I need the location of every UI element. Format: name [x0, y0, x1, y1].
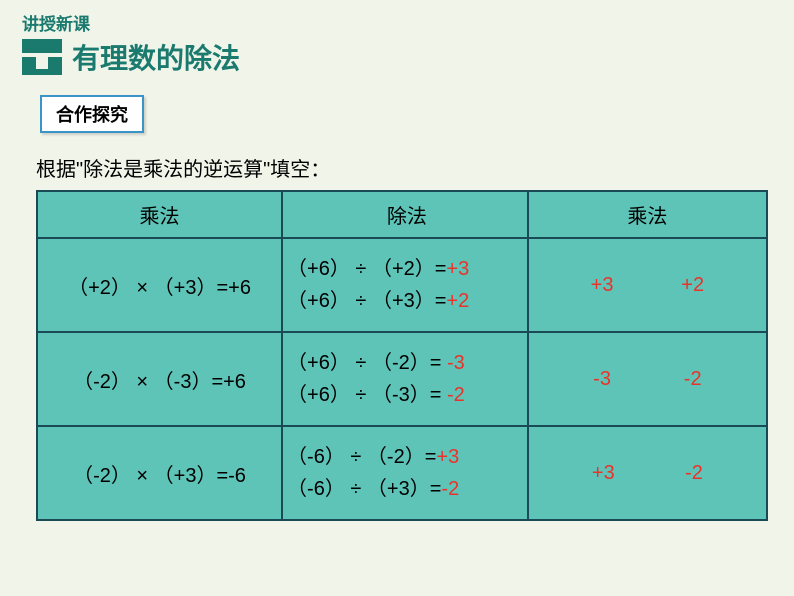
result-value: +3 — [592, 462, 615, 485]
lesson-label: 讲授新课 — [22, 10, 794, 35]
div-answer: +3 — [436, 446, 459, 468]
mult-cell: （+2） × （+3）=+6 — [37, 238, 282, 332]
div-answer: +2 — [446, 290, 469, 312]
div-answer: -2 — [447, 384, 465, 406]
div-answer: +3 — [446, 258, 469, 280]
table-row: （-2） × （-3）=+6 （+6） ÷ （-2）= -3 （+6） ÷ （-… — [37, 332, 767, 426]
div-expr: （+6） ÷ （-3）= — [287, 384, 447, 406]
header-mult1: 乘法 — [37, 191, 282, 238]
div-cell: （+6） ÷ （+2）=+3 （+6） ÷ （+3）=+2 — [282, 238, 528, 332]
result-cell: -3 -2 — [528, 332, 767, 426]
mult-cell: （-2） × （-3）=+6 — [37, 332, 282, 426]
result-cell: +3 -2 — [528, 426, 767, 520]
div-expr: （+6） ÷ （-2）= — [287, 352, 447, 374]
div-answer: -3 — [447, 352, 465, 374]
mult-cell: （-2） × （+3）=-6 — [37, 426, 282, 520]
div-answer: -2 — [441, 478, 459, 500]
sub-label: 合作探究 — [56, 105, 128, 125]
result-value: +2 — [681, 274, 704, 297]
div-cell: （-6） ÷ （-2）=+3 （-6） ÷ （+3）=-2 — [282, 426, 528, 520]
table-row: （-2） × （+3）=-6 （-6） ÷ （-2）=+3 （-6） ÷ （+3… — [37, 426, 767, 520]
header-mult2: 乘法 — [528, 191, 767, 238]
table-row: （+2） × （+3）=+6 （+6） ÷ （+2）=+3 （+6） ÷ （+3… — [37, 238, 767, 332]
div-expr: （-6） ÷ （-2）= — [287, 446, 436, 468]
main-title: 有理数的除法 — [72, 37, 240, 77]
header-div: 除法 — [282, 191, 528, 238]
div-expr: （-6） ÷ （+3）= — [287, 478, 441, 500]
result-value: -3 — [593, 368, 611, 391]
div-cell: （+6） ÷ （-2）= -3 （+6） ÷ （-3）= -2 — [282, 332, 528, 426]
result-cell: +3 +2 — [528, 238, 767, 332]
section-icon — [22, 39, 62, 75]
div-expr: （+6） ÷ （+3）= — [287, 290, 446, 312]
div-expr: （+6） ÷ （+2）= — [287, 258, 446, 280]
result-value: -2 — [684, 368, 702, 391]
result-value: +3 — [591, 274, 614, 297]
instruction-text: 根据"除法是乘法的逆运算"填空： — [36, 153, 794, 182]
title-row: 有理数的除法 — [22, 37, 794, 77]
result-value: -2 — [685, 462, 703, 485]
table-header-row: 乘法 除法 乘法 — [37, 191, 767, 238]
sub-label-box: 合作探究 — [40, 95, 144, 133]
math-table: 乘法 除法 乘法 （+2） × （+3）=+6 （+6） ÷ （+2）=+3 （… — [36, 190, 768, 521]
